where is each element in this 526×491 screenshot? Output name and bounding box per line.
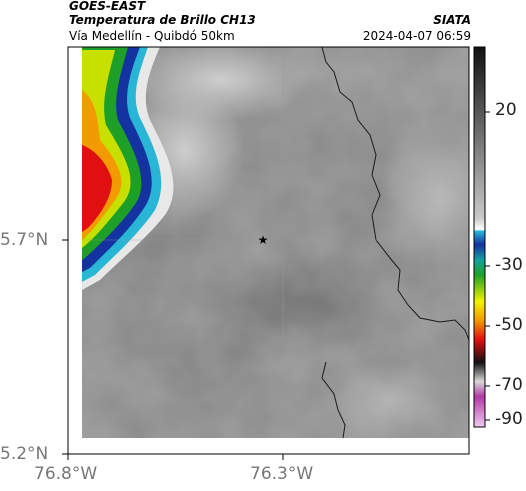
- star-icon: ★: [258, 233, 269, 247]
- plot-left-margin: [68, 47, 82, 454]
- department-boundary: [321, 47, 469, 341]
- colorbar-label-minus90: -90: [495, 409, 523, 429]
- plot-bottom-margin: [68, 438, 469, 454]
- brightness-temperature-field: [82, 47, 469, 438]
- colorbar: [473, 46, 486, 428]
- timestamp-label: 2024-04-07 06:59: [362, 29, 471, 43]
- route-subtitle: Vía Medellín - Quibdó 50km: [69, 29, 235, 43]
- cloud-red-core: [82, 145, 112, 232]
- lon-label-76.8: 76.8°W: [34, 464, 98, 484]
- lat-label-5.2: 5.2°N: [0, 444, 49, 464]
- colorbar-label-minus50: -50: [495, 315, 523, 335]
- satellite-name: GOES-EAST: [69, 0, 146, 13]
- colorbar-label-minus70: -70: [495, 375, 523, 395]
- organization-label: SIATA: [433, 13, 471, 27]
- department-boundary-south: [321, 361, 346, 438]
- colorbar-label-20: 20: [495, 100, 517, 120]
- colorbar-label-minus30: -30: [495, 255, 523, 275]
- product-title: Temperatura de Brillo CH13: [69, 13, 256, 27]
- lat-label-5.7: 5.7°N: [0, 230, 49, 250]
- lon-label-76.3: 76.3°W: [250, 464, 314, 484]
